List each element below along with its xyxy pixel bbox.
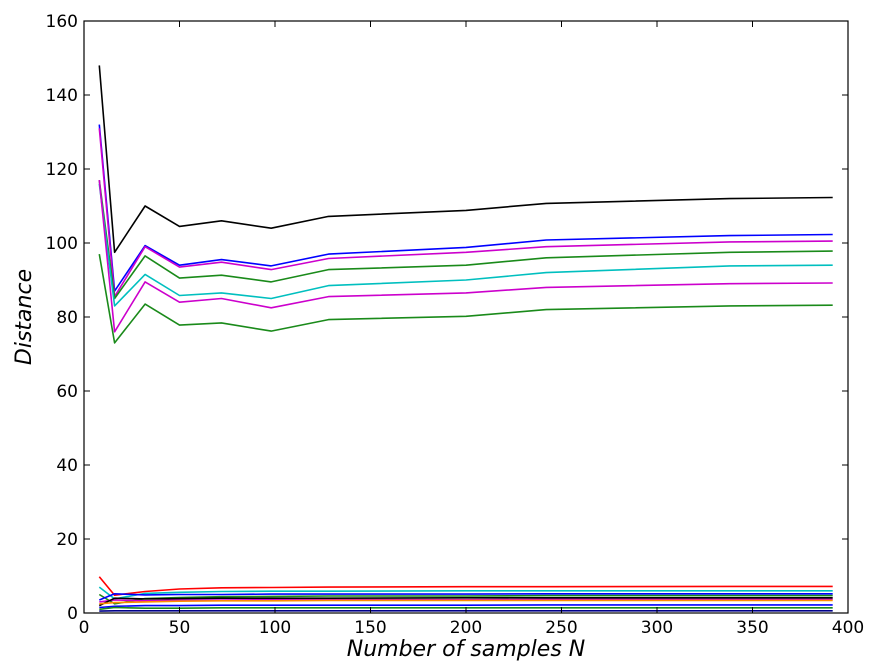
series-line-3 — [98, 128, 833, 298]
y-tick-label: 40 — [56, 456, 78, 476]
x-tick-label: 350 — [736, 618, 768, 638]
y-tick-label: 60 — [56, 382, 78, 402]
series-line-11 — [98, 592, 833, 601]
x-tick-label: 300 — [641, 618, 673, 638]
y-axis-ticks: 0 20 40 60 80 100 120 140 160 — [46, 12, 848, 624]
series-line-6 — [98, 180, 833, 333]
y-tick-label: 80 — [56, 308, 78, 328]
series-line-12 — [99, 598, 833, 603]
series-line-4 — [98, 179, 833, 300]
y-tick-label: 140 — [46, 86, 78, 106]
x-tick-label: 0 — [79, 618, 90, 638]
y-tick-label: 20 — [56, 530, 78, 550]
series-line-7 — [98, 253, 833, 344]
y-tick-label: 100 — [46, 234, 78, 254]
x-tick-label: 150 — [354, 618, 386, 638]
plot-lines — [98, 65, 833, 612]
series-line-5 — [98, 183, 833, 307]
series-line-8 — [98, 576, 833, 597]
series-line-14 — [99, 599, 833, 605]
series-line-1 — [98, 65, 833, 254]
x-tick-label: 250 — [545, 618, 577, 638]
x-tick-label: 200 — [450, 618, 482, 638]
y-tick-label: 0 — [67, 604, 78, 624]
series-line-16 — [99, 606, 833, 611]
y-tick-label: 120 — [46, 160, 78, 180]
series-line-13 — [98, 596, 833, 607]
y-axis-label: Distance — [12, 269, 37, 365]
x-axis-ticks: 0 50 100 150 200 250 300 350 400 — [79, 21, 864, 638]
x-axis-label: Number of samples N — [347, 637, 585, 662]
x-tick-label: 400 — [832, 618, 864, 638]
series-line-2 — [98, 124, 833, 292]
x-tick-label: 50 — [169, 618, 191, 638]
x-tick-label: 100 — [259, 618, 291, 638]
series-line-15 — [99, 604, 833, 609]
y-tick-label: 160 — [46, 12, 78, 32]
